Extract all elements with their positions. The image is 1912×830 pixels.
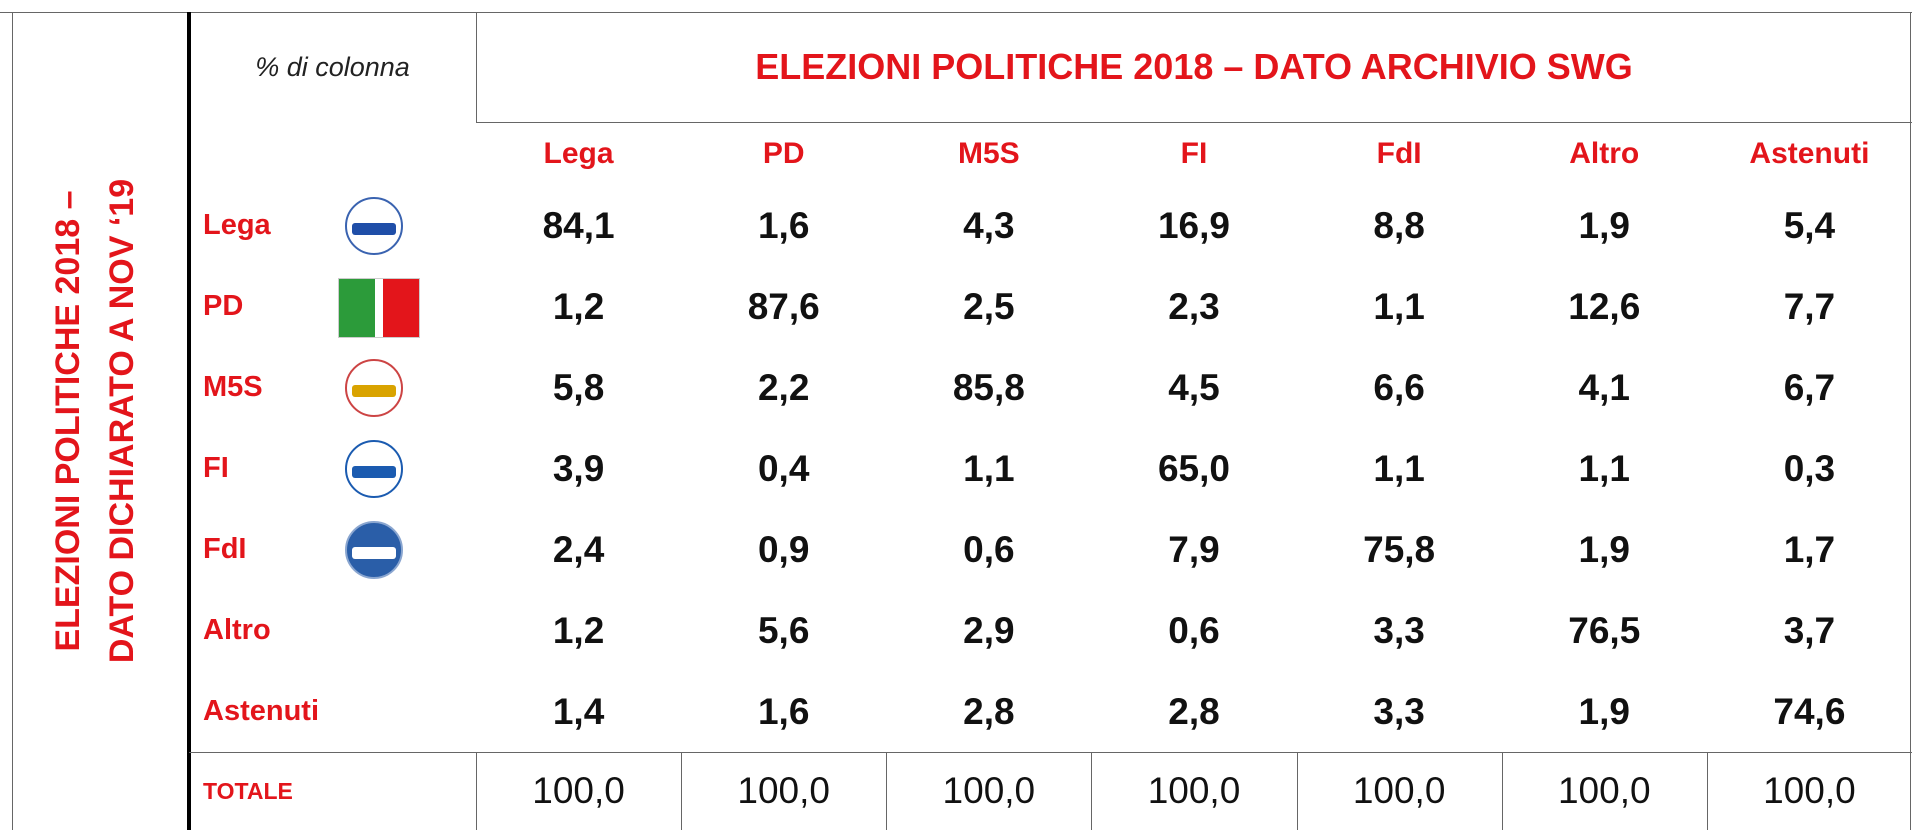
column-header: Altro [1569,136,1640,170]
total-value: 100,0 [737,770,830,811]
cell-value: 1,1 [1373,447,1425,489]
cell-value: 1,1 [1578,447,1630,489]
row-label: PD [203,290,244,322]
cell-value: 0,4 [757,447,810,489]
cell-value: 6,6 [1373,366,1425,408]
cell-value: 0,6 [963,528,1015,570]
cell-value: 1,9 [1578,204,1630,246]
row-label: M5S [203,371,263,403]
cell-value: 5,6 [757,609,810,651]
cell-value: 2,4 [552,528,605,570]
column-header: FI [1180,136,1208,170]
row-label: FdI [203,533,247,565]
cell-value: 74,6 [1773,690,1846,732]
total-value: 100,0 [532,770,625,811]
cell-value: 2,2 [757,366,810,408]
cell-value: 0,3 [1783,447,1836,489]
cell-value: 3,9 [552,447,605,489]
column-header: FdI [1376,136,1422,170]
column-note: % di colonna [255,51,410,82]
border-line [189,752,1912,753]
row-label: Astenuti [203,695,319,727]
cell-value: 4,5 [1168,366,1220,408]
border-line [476,752,477,830]
cell-value: 16,9 [1157,204,1230,246]
cell-value: 1,1 [1373,285,1425,327]
cell-value: 7,9 [1168,528,1220,570]
cell-value: 1,2 [552,609,605,651]
cell-value: 3,3 [1373,690,1425,732]
cell-value: 1,2 [552,285,605,327]
row-label: Lega [203,209,271,241]
border-line [681,752,683,830]
cell-value: 5,8 [552,366,605,408]
party-logo-band [352,547,396,559]
cell-value: 2,3 [1168,285,1220,327]
cell-value: 2,8 [963,690,1015,732]
cell-value: 4,3 [963,204,1015,246]
total-value: 100,0 [1352,770,1446,811]
party-logo [338,278,420,338]
column-header: PD [762,136,805,170]
cell-value: 65,0 [1157,447,1230,489]
cell-value: 1,7 [1783,528,1836,570]
cell-value: 0,6 [1168,609,1220,651]
row-label: Altro [203,614,271,646]
border-line [1296,752,1298,830]
cell-value: 5,4 [1783,204,1836,246]
border-line [1091,752,1093,830]
border-line [187,12,191,830]
border-line [1706,752,1708,830]
party-logo-band [352,466,396,478]
cell-value: 75,8 [1363,528,1436,570]
cell-value: 0,9 [757,528,810,570]
total-value: 100,0 [1557,770,1651,811]
cell-value: 85,8 [952,366,1025,408]
cell-value: 7,7 [1783,285,1836,327]
cell-value: 87,6 [747,285,820,327]
border-line [1910,12,1911,830]
party-logo-band [352,223,396,235]
border-line [12,12,13,830]
row-label: FI [203,452,229,484]
column-header: Astenuti [1749,136,1870,170]
column-header: M5S [958,136,1020,170]
side-title: ELEZIONI POLITICHE 2018 – DATO DICHIARAT… [0,12,189,830]
cell-value: 84,1 [542,204,615,246]
total-value: 100,0 [1763,770,1856,811]
border-line [476,122,1912,123]
side-title-line: DATO DICHIARATO A NOV ‘19 [102,178,141,664]
cell-value: 1,6 [757,204,810,246]
cell-value: 1,9 [1578,690,1630,732]
cell-value: 4,1 [1578,366,1630,408]
border-line [0,12,1912,13]
cell-value: 1,1 [963,447,1015,489]
total-label: TOTALE [203,777,293,804]
cell-value: 3,7 [1783,609,1836,651]
side-title-line: ELEZIONI POLITICHE 2018 – [48,190,87,652]
cell-value: 3,3 [1373,609,1425,651]
total-value: 100,0 [942,770,1036,811]
cell-value: 76,5 [1568,609,1641,651]
border-line [886,752,888,830]
column-header: Lega [543,136,614,170]
table-title: ELEZIONI POLITICHE 2018 – DATO ARCHIVIO … [755,46,1633,87]
total-value: 100,0 [1147,770,1241,811]
cell-value: 2,8 [1168,690,1220,732]
border-line [476,12,477,122]
cell-value: 1,9 [1578,528,1630,570]
cell-value: 2,9 [963,609,1015,651]
party-logo-band [352,385,396,397]
cell-value: 1,6 [757,690,810,732]
cell-value: 2,5 [963,285,1015,327]
cell-value: 8,8 [1373,204,1425,246]
cell-value: 6,7 [1783,366,1836,408]
cell-value: 12,6 [1568,285,1641,327]
cell-value: 1,4 [552,690,605,732]
border-line [1501,752,1503,830]
